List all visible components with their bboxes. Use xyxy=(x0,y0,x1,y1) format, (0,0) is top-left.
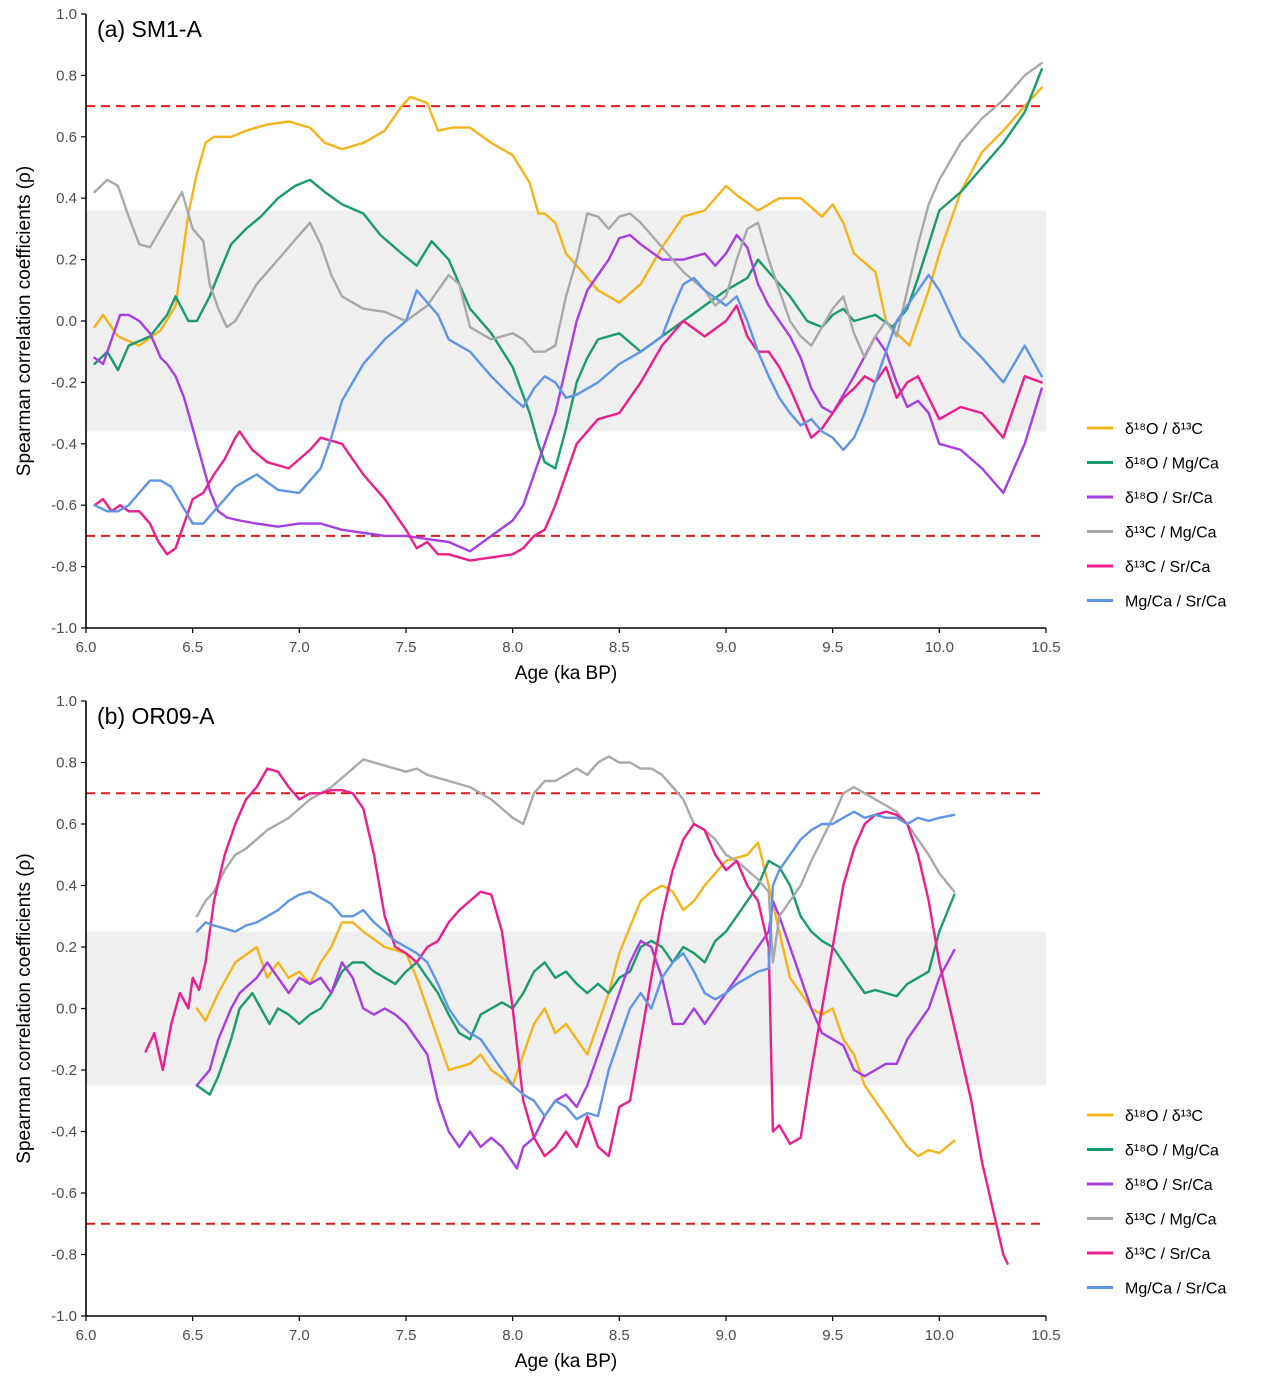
x-tick-label: 9.0 xyxy=(716,639,737,656)
x-tick-label: 8.0 xyxy=(502,1327,523,1344)
y-tick-label: 0.0 xyxy=(56,313,77,330)
legend-label: δ¹⁸O / Sr/Ca xyxy=(1125,1177,1213,1194)
x-tick-label: 9.5 xyxy=(822,1327,843,1344)
legend-label: Mg/Ca / Sr/Ca xyxy=(1125,594,1226,611)
x-axis-title: Age (ka BP) xyxy=(515,1351,617,1372)
legend-label: δ¹³C / Sr/Ca xyxy=(1125,1246,1210,1263)
x-tick-label: 8.5 xyxy=(609,639,630,656)
y-tick-label: -0.6 xyxy=(51,1185,77,1202)
series-line-2 xyxy=(195,899,956,1170)
series-line-5 xyxy=(195,810,956,1121)
legend-label: δ¹⁸O / δ¹³C xyxy=(1125,1108,1203,1125)
x-tick-label: 10.0 xyxy=(925,639,954,656)
legend: δ¹⁸O / δ¹³C δ¹⁸O / Mg/Ca δ¹⁸O / Sr/Ca δ¹³C … xyxy=(1087,1108,1226,1298)
series-line-1 xyxy=(195,859,956,1096)
legend-label: δ¹⁸O / Sr/Ca xyxy=(1125,490,1213,507)
y-tick-label: -1.0 xyxy=(51,620,77,637)
x-tick-label: 6.5 xyxy=(182,639,203,656)
series-line-4 xyxy=(93,304,1043,562)
y-tick-label: 0.6 xyxy=(56,816,77,833)
legend-label: δ¹³C / Mg/Ca xyxy=(1125,1212,1217,1229)
x-tick-label: 7.0 xyxy=(289,1327,310,1344)
y-tick-label: 0.2 xyxy=(56,252,77,269)
y-tick-label: 1.0 xyxy=(56,693,77,710)
x-axis-title: Age (ka BP) xyxy=(515,663,617,684)
panel-title: (b) OR09-A xyxy=(97,703,215,729)
x-tick-label: 9.5 xyxy=(822,639,843,656)
legend-label: δ¹⁸O / δ¹³C xyxy=(1125,421,1203,438)
series-line-3 xyxy=(195,755,956,964)
y-tick-label: -0.8 xyxy=(51,1247,77,1264)
y-tick-label: 0.2 xyxy=(56,939,77,956)
y-tick-label: 0.8 xyxy=(56,67,77,84)
x-tick-label: 9.0 xyxy=(716,1327,737,1344)
x-tick-label: 7.0 xyxy=(289,639,310,656)
series-line-3 xyxy=(93,61,1043,359)
x-tick-label: 10.5 xyxy=(1031,639,1060,656)
y-tick-label: -0.6 xyxy=(51,497,77,514)
legend-label: δ¹⁸O / Mg/Ca xyxy=(1125,456,1219,473)
y-tick-label: -0.4 xyxy=(51,436,77,453)
legend-label: δ¹³C / Sr/Ca xyxy=(1125,559,1210,576)
y-tick-label: -1.0 xyxy=(51,1308,77,1325)
series-line-4 xyxy=(144,767,1009,1265)
y-tick-label: 0.0 xyxy=(56,1001,77,1018)
y-tick-label: -0.8 xyxy=(51,559,77,576)
x-tick-label: 10.5 xyxy=(1031,1327,1060,1344)
x-tick-label: 8.5 xyxy=(609,1327,630,1344)
y-tick-label: -0.2 xyxy=(51,374,77,391)
legend-label: δ¹³C / Mg/Ca xyxy=(1125,525,1217,542)
x-tick-label: 6.0 xyxy=(76,639,97,656)
y-tick-label: 0.8 xyxy=(56,755,77,772)
y-tick-label: 0.6 xyxy=(56,129,77,146)
y-tick-label: 0.4 xyxy=(56,190,77,207)
x-tick-label: 7.5 xyxy=(396,639,417,656)
y-tick-label: 0.4 xyxy=(56,878,77,895)
y-axis-title: Spearman correlation coefficients (ρ) xyxy=(14,166,35,476)
y-tick-label: 1.0 xyxy=(56,6,77,23)
x-tick-label: 8.0 xyxy=(502,639,523,656)
series-line-5 xyxy=(93,273,1043,525)
y-axis-title: Spearman correlation coefficients (ρ) xyxy=(14,853,35,1163)
panel-title: (a) SM1-A xyxy=(97,16,202,42)
x-tick-label: 6.0 xyxy=(76,1327,97,1344)
y-tick-label: -0.2 xyxy=(51,1062,77,1079)
panel-b: 1.0 0.8 0.6 0.4 0.2 0.0 -0.2 -0.4 -0.6 -0.8 -1.0 6.… xyxy=(14,693,1226,1372)
x-tick-label: 6.5 xyxy=(182,1327,203,1344)
x-tick-label: 7.5 xyxy=(396,1327,417,1344)
significance-band xyxy=(86,931,1046,1086)
legend-label: Mg/Ca / Sr/Ca xyxy=(1125,1281,1226,1298)
legend: δ¹⁸O / δ¹³C δ¹⁸O / Mg/Ca δ¹⁸O / Sr/Ca δ¹³C … xyxy=(1087,421,1226,611)
y-tick-label: -0.4 xyxy=(51,1124,77,1141)
series-line-1 xyxy=(93,68,1043,470)
x-tick-label: 10.0 xyxy=(925,1327,954,1344)
panel-a: 1.0 0.8 0.6 0.4 0.2 0.0 -0.2 -0.4 -0.6 -0.8 -1.0 6.… xyxy=(14,6,1226,684)
series-line-0 xyxy=(195,841,956,1158)
series-line-2 xyxy=(93,233,1043,553)
legend-label: δ¹⁸O / Mg/Ca xyxy=(1125,1143,1219,1160)
